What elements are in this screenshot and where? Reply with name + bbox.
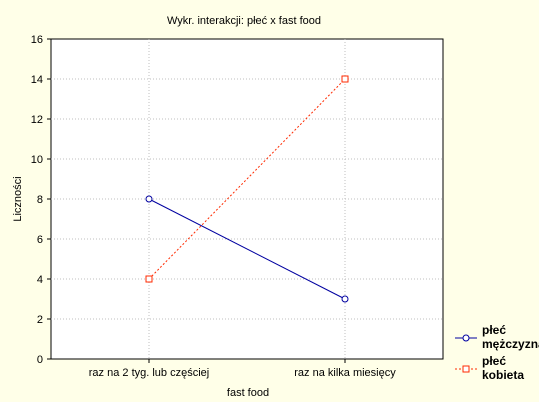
y-axis-label: Liczności [12,176,24,221]
data-point [145,275,153,283]
y-tick-label: 12 [31,114,43,126]
y-tick-label: 10 [31,154,43,166]
x-tick-label: raz na kilka miesięcy [294,367,396,379]
series-line-0 [148,198,346,300]
x-axis: raz na 2 tyg. lub częściej raz na kilka m… [89,359,396,379]
y-tick-label: 8 [37,194,43,206]
legend-marker-1 [462,365,470,373]
y-tick-label: 16 [31,34,43,46]
y-tick-label: 6 [37,234,43,246]
y-tick-label: 0 [37,354,43,366]
legend-label: kobieta [482,368,524,382]
legend-label: płeć [482,323,506,337]
series-group [145,75,349,303]
x-axis-label: fast food [227,387,269,399]
legend-label: mężczyzna [482,337,539,351]
data-point [341,295,349,303]
x-tick-label: raz na 2 tyg. lub częściej [89,367,209,379]
y-tick-label: 14 [31,74,43,86]
legend-label: płeć [482,354,506,368]
y-tick-label: 2 [37,314,43,326]
series-line-1 [148,78,346,280]
data-point [341,75,349,83]
data-point [145,195,153,203]
y-axis: 0 2 4 6 8 10 12 14 16 [31,34,51,366]
y-tick-label: 4 [37,274,43,286]
legend-marker-0 [462,334,470,342]
chart-title: Wykr. interakcji: płeć x fast food [167,15,321,27]
